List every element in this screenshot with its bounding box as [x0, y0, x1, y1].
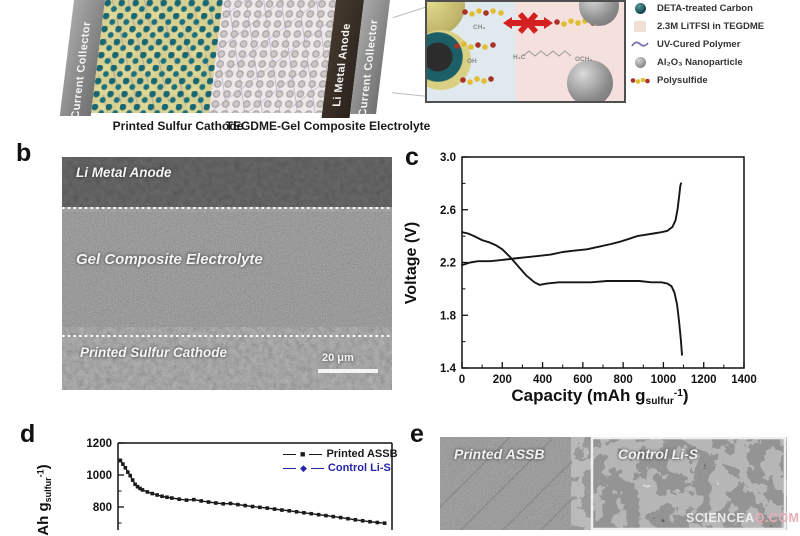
blocked-crossing-icon: [503, 12, 553, 34]
panel-letter-c: c: [405, 143, 419, 171]
control-lis-label: Control Li-S: [618, 446, 699, 462]
alumina-nanoparticle-icon: [567, 60, 613, 101]
legend-item-label: Polysulfide: [657, 74, 708, 86]
printed-sulfur-cathode-slab: [91, 0, 224, 113]
legend-item: ◆ Control Li-S: [283, 461, 398, 475]
carbon-sphere-icon: [630, 2, 650, 14]
electrolyte-caption: TEGDME-Gel Composite Electrolyte: [225, 119, 431, 133]
panel-letter-d: d: [20, 420, 36, 448]
legend-item: Al₂O₃ Nanoparticle: [630, 56, 800, 68]
polysulfide-chain-icon: [630, 76, 650, 85]
svg-text:0: 0: [459, 374, 465, 386]
svg-text:3.0: 3.0: [440, 152, 456, 164]
alumina-sphere-icon: [630, 56, 650, 68]
polymer-structure-icon: [522, 50, 572, 57]
gel-electrolyte-slab: [209, 0, 336, 113]
svg-text:800: 800: [614, 374, 633, 386]
polysulfide-chain-icon: [460, 76, 494, 85]
li-metal-anode-label: Li Metal Anode: [330, 23, 354, 107]
svg-text:1.8: 1.8: [440, 310, 457, 322]
electrolyte-layer-label: Gel Composite Electrolyte: [76, 251, 263, 268]
legend-item: 2.3M LiTFSI in TEGDME: [630, 20, 800, 32]
panel-c-plot: 0 200 400 600 800 1000 1200 1400 1.4 1.8 2.2 2.6 3.0: [440, 152, 757, 386]
legend-item-label: DETA-treated Carbon: [657, 2, 753, 14]
svg-text:1000: 1000: [651, 374, 677, 386]
diamond-marker-icon: ◆: [300, 462, 307, 473]
legend-item-label: Control Li-S: [327, 462, 391, 474]
panel-d-y-axis-label: Ah gsulfur-1): [35, 464, 53, 536]
inset-connector-line-top: [392, 6, 426, 19]
legend-item-label: 2.3M LiTFSI in TEGDME: [657, 20, 765, 32]
square-marker-icon: ■: [300, 448, 306, 459]
cathode-layer-label: Printed Sulfur Cathode: [80, 345, 228, 360]
svg-text:1200: 1200: [86, 438, 112, 450]
panel-c-y-axis-label: Voltage (V): [403, 221, 420, 305]
current-collector-left-label: Current Collector: [68, 20, 93, 116]
cathode-caption: Printed Sulfur Cathode: [112, 119, 244, 133]
panel-a-legend: DETA-treated Carbon 2.3M LiTFSI in TEGDM…: [630, 2, 800, 92]
printed-assb-label: Printed ASSB: [454, 446, 545, 462]
legend-item: DETA-treated Carbon: [630, 2, 800, 14]
legend-item: ■ Printed ASSB: [283, 447, 398, 461]
svg-text:1000: 1000: [86, 470, 112, 482]
tegdme-square-icon: [630, 20, 650, 32]
panel-a: Current Collector Li Metal Anode Current…: [0, 0, 800, 140]
panel-letter-e: e: [410, 420, 424, 448]
scale-bar: [318, 369, 378, 373]
polymer-curve-icon: [630, 39, 650, 49]
mechanism-inset: CH₃ OH H₃C OCH₃: [425, 0, 626, 103]
watermark: SCIENCEAQ.COM: [686, 511, 800, 525]
panel-d-plot: 800 1000 1200: [86, 438, 393, 530]
polysulfide-chain-icon: [454, 41, 496, 50]
polysulfide-chain-icon: [462, 8, 504, 17]
formula-text: CH₃: [473, 24, 486, 31]
anode-layer-label: Li Metal Anode: [76, 165, 172, 180]
legend-item-label: UV-Cured Polymer: [657, 38, 741, 50]
inset-connector-line-bottom: [392, 92, 426, 97]
svg-text:400: 400: [533, 374, 552, 386]
svg-text:1200: 1200: [691, 374, 717, 386]
svg-text:200: 200: [493, 374, 512, 386]
formula-text: OCH₃: [575, 56, 593, 63]
panel-d-legend: ■ Printed ASSB ◆ Control Li-S: [283, 447, 398, 475]
svg-text:800: 800: [93, 502, 112, 514]
panel-c-x-axis-label: Capacity (mAh gsulfur-1): [511, 386, 689, 408]
svg-text:2.2: 2.2: [440, 258, 456, 270]
panel-letter-b: b: [16, 139, 32, 167]
svg-text:1.4: 1.4: [440, 363, 457, 375]
sem-surface-images: [440, 437, 787, 530]
legend-item: Polysulfide: [630, 74, 800, 86]
sem-cross-section-image: [62, 157, 392, 390]
svg-text:1400: 1400: [731, 374, 757, 386]
formula-text: OH: [467, 58, 477, 65]
formula-text: H₃C: [513, 54, 526, 61]
current-collector-right-label: Current Collector: [356, 19, 381, 114]
legend-item: UV-Cured Polymer: [630, 38, 800, 50]
svg-text:2.6: 2.6: [440, 205, 456, 217]
legend-item-label: Printed ASSB: [326, 448, 398, 460]
legend-item-label: Al₂O₃ Nanoparticle: [657, 56, 743, 68]
svg-text:600: 600: [573, 374, 592, 386]
scale-bar-label: 20 μm: [322, 352, 354, 364]
